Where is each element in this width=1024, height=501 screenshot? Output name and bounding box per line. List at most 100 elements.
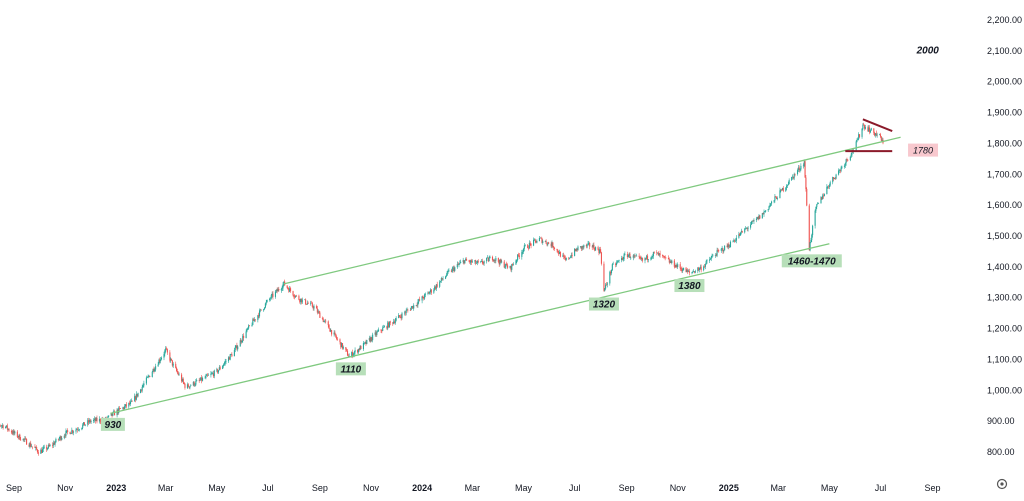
candle — [36, 445, 37, 450]
x-tick-label: Mar — [158, 483, 174, 493]
x-tick-label: Sep — [924, 483, 940, 493]
candle — [313, 304, 314, 310]
candle — [822, 194, 823, 200]
candle — [489, 255, 490, 258]
candle — [32, 447, 33, 450]
svg-text:1780: 1780 — [913, 146, 933, 156]
x-tick-label: Mar — [465, 483, 481, 493]
candle — [633, 254, 634, 260]
x-tick-label: Sep — [6, 483, 22, 493]
candle — [189, 386, 190, 390]
candle — [607, 282, 608, 287]
candle — [230, 354, 231, 360]
candle — [529, 240, 530, 249]
annotation-label: 930 — [101, 418, 125, 431]
candle — [100, 418, 101, 424]
candle — [458, 262, 459, 265]
candle — [703, 265, 704, 271]
candle — [477, 260, 478, 265]
candle — [683, 268, 684, 271]
candle — [349, 353, 350, 356]
candle — [806, 187, 807, 206]
candle — [611, 269, 612, 275]
candle — [49, 444, 50, 447]
candle — [653, 252, 654, 259]
annotation-label: 1380 — [674, 279, 704, 292]
y-tick-label: 900.00 — [987, 416, 1015, 426]
candle — [441, 277, 442, 283]
candle — [845, 163, 846, 168]
y-tick-label: 1,000.00 — [987, 385, 1022, 395]
x-tick-label: 2024 — [412, 483, 432, 493]
candle — [422, 295, 423, 298]
candle — [577, 245, 578, 250]
candle — [19, 434, 20, 441]
candle — [705, 264, 706, 270]
candle — [695, 270, 696, 273]
candle — [805, 160, 806, 178]
candle — [486, 257, 487, 263]
candle — [560, 251, 561, 257]
candle — [511, 264, 512, 272]
candle — [240, 338, 241, 347]
candle — [252, 318, 253, 326]
candle — [815, 209, 816, 228]
candle — [495, 256, 496, 263]
candle — [126, 402, 127, 408]
annotation-label: 1780 — [908, 144, 938, 157]
candle — [489, 256, 490, 262]
y-tick-label: 1,400.00 — [987, 262, 1022, 272]
x-tick-label: Mar — [771, 483, 787, 493]
candle — [536, 239, 537, 243]
lower-channel-line — [110, 244, 829, 414]
candle — [671, 259, 672, 264]
axis-settings-button[interactable] — [998, 480, 1007, 489]
candle — [759, 215, 760, 219]
svg-text:1110: 1110 — [340, 364, 361, 375]
x-tick-label: Jul — [262, 483, 274, 493]
candle — [218, 370, 219, 374]
candle — [523, 248, 524, 254]
candle — [307, 301, 308, 305]
candle — [783, 186, 784, 192]
candle — [401, 312, 402, 320]
candle — [818, 202, 819, 203]
candle — [765, 210, 766, 213]
candle — [305, 298, 306, 305]
candle — [779, 188, 780, 199]
candle — [718, 249, 719, 252]
candle — [26, 438, 27, 445]
candle — [295, 295, 296, 298]
candle — [791, 177, 792, 181]
candle — [290, 287, 291, 293]
candle — [55, 438, 56, 443]
candle — [799, 165, 800, 172]
x-tick-label: Sep — [619, 483, 635, 493]
candle — [506, 262, 507, 266]
candle — [546, 239, 547, 244]
candle — [629, 252, 630, 258]
candle — [730, 240, 731, 247]
x-tick-label: Nov — [57, 483, 74, 493]
x-tick-label: Jul — [875, 483, 887, 493]
x-tick-label: 2023 — [106, 483, 126, 493]
candle — [824, 193, 825, 196]
candle — [742, 231, 743, 233]
candle — [530, 243, 531, 248]
candle — [856, 140, 857, 151]
candle — [75, 428, 76, 434]
candle — [167, 348, 168, 354]
candle — [272, 291, 273, 299]
candle — [677, 262, 678, 269]
candle — [261, 309, 262, 310]
candle — [636, 254, 637, 257]
candle — [194, 381, 195, 386]
x-tick-label: Nov — [670, 483, 687, 493]
candle — [196, 378, 197, 381]
candle — [763, 209, 764, 216]
candle — [181, 373, 182, 383]
annotation-label: 1110 — [336, 362, 366, 375]
candle — [64, 434, 65, 439]
candle — [647, 254, 648, 263]
candle — [316, 305, 317, 309]
